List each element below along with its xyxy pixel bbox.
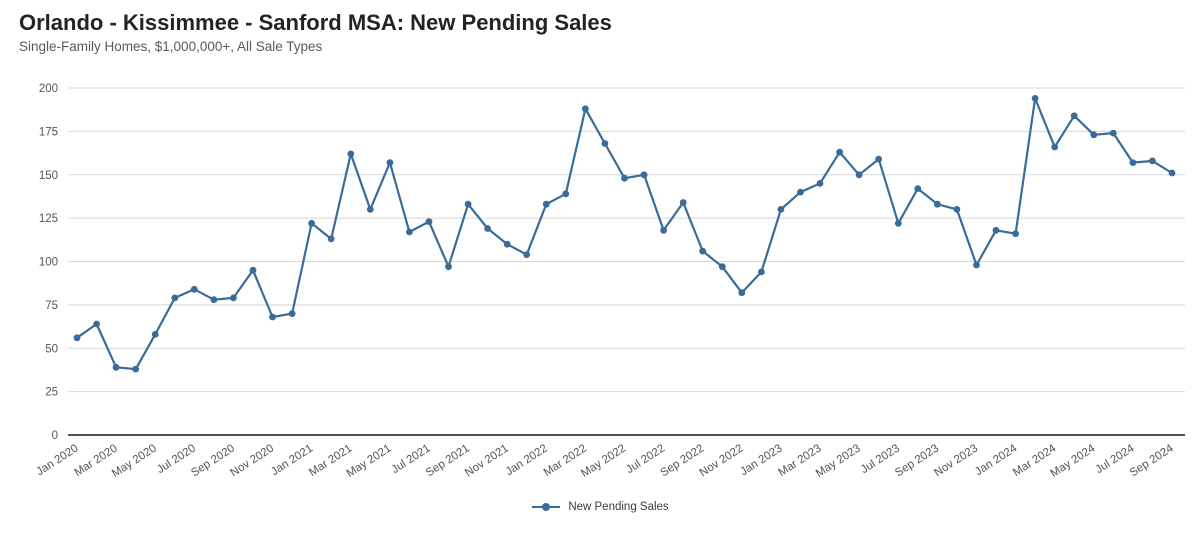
x-tick-label: Nov 2021 xyxy=(463,442,511,479)
data-point[interactable] xyxy=(288,310,296,317)
data-point[interactable] xyxy=(953,206,961,213)
data-point[interactable] xyxy=(386,159,394,167)
data-point[interactable] xyxy=(1031,95,1039,102)
data-point[interactable] xyxy=(660,226,667,234)
data-point[interactable] xyxy=(93,320,100,328)
page-title: Orlando - Kissimmee - Sanford MSA: New P… xyxy=(19,10,612,35)
x-tick-label: Sep 2022 xyxy=(659,442,707,479)
x-tick-label: Sep 2023 xyxy=(893,442,941,479)
x-tick-label: May 2023 xyxy=(814,442,863,480)
page-subtitle: Single-Family Homes, $1,000,000+, All Sa… xyxy=(19,39,323,55)
x-tick-label: Sep 2021 xyxy=(424,442,472,479)
data-point[interactable] xyxy=(132,365,140,373)
y-tick-label: 125 xyxy=(39,213,58,225)
data-point[interactable] xyxy=(601,140,609,147)
data-point[interactable] xyxy=(855,171,863,179)
data-point[interactable] xyxy=(151,331,159,338)
y-tick-label: 25 xyxy=(45,387,58,399)
data-point[interactable] xyxy=(1012,230,1019,238)
y-tick-label: 175 xyxy=(39,126,58,138)
series-line xyxy=(75,97,1174,371)
legend-dot xyxy=(542,503,551,511)
data-point[interactable] xyxy=(542,200,550,208)
legend[interactable]: New Pending Sales xyxy=(0,497,1200,517)
data-point[interactable] xyxy=(973,261,980,269)
data-point[interactable] xyxy=(249,266,257,274)
data-point[interactable] xyxy=(992,226,1000,234)
data-point[interactable] xyxy=(366,206,374,213)
y-tick-label: 0 xyxy=(52,430,58,442)
chart-header: Orlando - Kissimmee - Sanford MSA: New P… xyxy=(19,10,612,54)
data-point[interactable] xyxy=(406,228,413,236)
data-point[interactable] xyxy=(738,289,746,297)
x-tick-label: Nov 2022 xyxy=(698,442,746,479)
x-tick-label: May 2020 xyxy=(110,442,159,480)
data-point[interactable] xyxy=(699,247,707,255)
data-point[interactable] xyxy=(112,363,120,371)
data-point[interactable] xyxy=(797,188,804,196)
data-point[interactable] xyxy=(1109,129,1117,137)
data-point[interactable] xyxy=(1149,157,1156,165)
data-point[interactable] xyxy=(210,296,218,304)
y-tick-label: 50 xyxy=(45,343,58,355)
data-point[interactable] xyxy=(582,105,589,113)
data-point[interactable] xyxy=(503,240,511,248)
data-point[interactable] xyxy=(679,199,687,206)
x-tick-label: May 2022 xyxy=(579,442,628,480)
data-point[interactable] xyxy=(1168,169,1176,177)
x-tick-label: Sep 2024 xyxy=(1128,442,1176,479)
x-tick-label: Nov 2020 xyxy=(228,442,276,479)
data-point[interactable] xyxy=(230,294,237,302)
data-point[interactable] xyxy=(171,294,179,302)
data-point[interactable] xyxy=(1129,159,1137,167)
x-tick-label: Nov 2023 xyxy=(932,442,980,479)
y-tick-label: 200 xyxy=(39,83,58,95)
data-point[interactable] xyxy=(621,174,628,182)
data-point[interactable] xyxy=(1051,143,1059,151)
data-point[interactable] xyxy=(758,268,765,276)
legend-label: New Pending Sales xyxy=(568,501,669,513)
x-tick-label: Jan 2023 xyxy=(738,442,784,478)
data-point[interactable] xyxy=(308,219,315,227)
y-tick-label: 150 xyxy=(39,170,58,182)
data-point[interactable] xyxy=(425,218,433,226)
data-point[interactable] xyxy=(894,219,902,227)
data-point[interactable] xyxy=(562,190,570,198)
data-point[interactable] xyxy=(777,206,785,213)
y-tick-label: 100 xyxy=(39,257,58,269)
data-point[interactable] xyxy=(816,180,824,187)
data-point[interactable] xyxy=(190,285,198,293)
data-point[interactable] xyxy=(914,185,922,193)
data-point[interactable] xyxy=(445,263,452,271)
data-point[interactable] xyxy=(269,313,276,321)
data-point[interactable] xyxy=(464,200,472,208)
x-tick-label: Sep 2020 xyxy=(189,442,237,479)
data-point[interactable] xyxy=(523,251,531,258)
data-point[interactable] xyxy=(1070,112,1078,120)
data-point[interactable] xyxy=(934,200,941,208)
x-tick-label: May 2021 xyxy=(345,442,394,480)
data-point[interactable] xyxy=(484,225,491,232)
data-point[interactable] xyxy=(73,334,81,342)
data-point[interactable] xyxy=(1090,131,1098,139)
x-tick-label: Jan 2021 xyxy=(269,442,315,478)
legend-marker-icon xyxy=(532,503,561,511)
x-tick-label: Jan 2022 xyxy=(504,442,550,478)
x-tick-label: Jan 2020 xyxy=(34,442,80,478)
data-point[interactable] xyxy=(327,235,335,243)
y-tick-label: 75 xyxy=(45,300,58,312)
data-point[interactable] xyxy=(836,148,843,156)
data-point[interactable] xyxy=(875,155,883,163)
data-point[interactable] xyxy=(718,263,726,271)
data-point[interactable] xyxy=(347,150,355,158)
data-point[interactable] xyxy=(640,171,648,179)
x-tick-label: May 2024 xyxy=(1049,442,1098,480)
